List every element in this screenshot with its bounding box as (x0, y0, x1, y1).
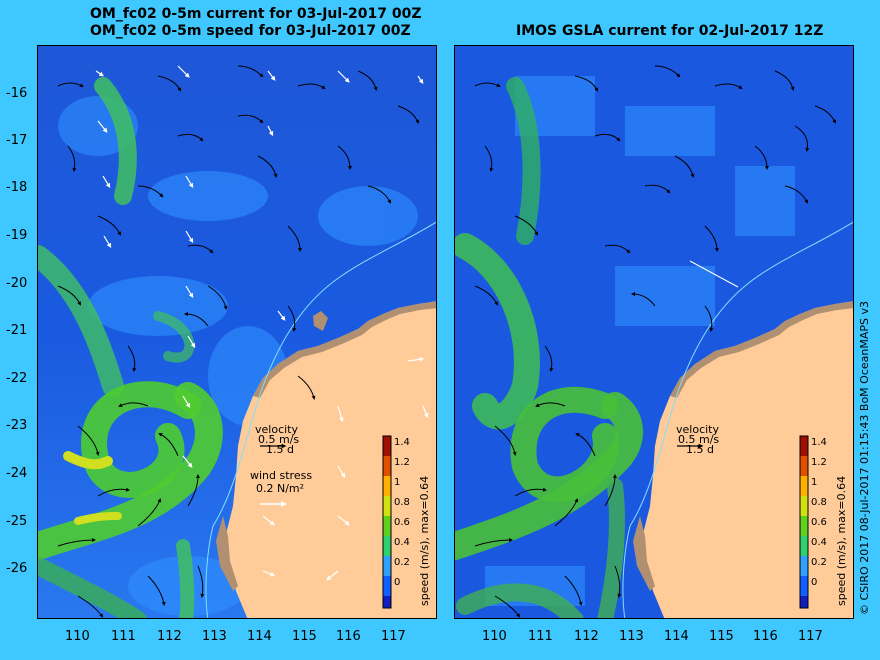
cbar-title-right: speed (m/s), max=0.64 (835, 475, 848, 606)
velocity-legend-label: velocity (255, 423, 298, 436)
cbar-tick-left: 0.2 (394, 557, 410, 568)
cbar-tick-left: 1.2 (394, 457, 410, 468)
speed-colorbar (799, 435, 809, 609)
island-shelf (313, 311, 328, 331)
velocity-streamlines (474, 65, 836, 618)
cbar-tick-right: 1 (811, 477, 818, 488)
lon-tick: 111 (111, 629, 136, 644)
velocity-streamlines (57, 65, 419, 618)
lon-tick: 117 (798, 629, 823, 644)
left-title-speed: OM_fc02 0-5m speed for 03-Jul-2017 00Z (90, 23, 411, 39)
lat-tick: -24 (6, 466, 28, 481)
right-map-panel (454, 45, 854, 619)
cbar-tick-left: 1.4 (394, 437, 410, 448)
lat-tick: -16 (6, 86, 28, 101)
lon-tick: 110 (482, 629, 507, 644)
velocity-legend-time-right: 1.5 d (686, 443, 714, 456)
section-line (689, 260, 739, 288)
lon-tick: 112 (574, 629, 599, 644)
lat-tick: -23 (6, 418, 28, 433)
velocity-legend-scale: 0.5 m/s (258, 433, 300, 446)
lon-tick: 115 (292, 629, 317, 644)
speed-colorbar (382, 435, 392, 609)
cbar-tick-right: 0.2 (811, 557, 827, 568)
velocity-legend-scale-right: 0.5 m/s (678, 433, 720, 446)
lat-tick: -22 (6, 371, 28, 386)
cbar-tick-right: 0.6 (811, 517, 827, 528)
lat-tick: -21 (6, 323, 28, 338)
shark-bay-shelf (633, 516, 655, 591)
lon-tick: 112 (157, 629, 182, 644)
lon-tick: 110 (65, 629, 90, 644)
right-title: IMOS GSLA current for 02-Jul-2017 12Z (516, 23, 824, 39)
lat-tick: -18 (6, 180, 28, 195)
lon-tick: 116 (753, 629, 778, 644)
lon-tick: 114 (664, 629, 689, 644)
wind-stress-arrows (95, 65, 429, 581)
lon-tick: 114 (247, 629, 272, 644)
cbar-title-left: speed (m/s), max=0.64 (418, 475, 431, 606)
lon-tick: 117 (381, 629, 406, 644)
wind-legend-label: wind stress (250, 469, 313, 482)
lon-tick: 113 (202, 629, 227, 644)
cbar-tick-left: 0.4 (394, 537, 410, 548)
right-map-svg (455, 46, 853, 618)
cbar-tick-right: 0 (811, 577, 818, 588)
shelf-contour (622, 221, 853, 618)
speed-bands (38, 77, 223, 618)
left-title-current: OM_fc02 0-5m current for 03-Jul-2017 00Z (90, 6, 422, 22)
speed-bands (455, 77, 643, 618)
wind-legend-scale: 0.2 N/m² (256, 482, 305, 495)
cbar-tick-right: 0.4 (811, 537, 827, 548)
cbar-tick-left: 0.6 (394, 517, 410, 528)
credit-text: © CSIRO 2017 08-Jul-2017 01:15:43 BoM Oc… (858, 301, 871, 615)
velocity-legend-label-right: velocity (676, 423, 719, 436)
lon-tick: 116 (336, 629, 361, 644)
lon-tick: 111 (528, 629, 553, 644)
cbar-tick-right: 1.2 (811, 457, 827, 468)
left-map-svg (38, 46, 436, 618)
lon-tick: 115 (709, 629, 734, 644)
cbar-tick-right: 1.4 (811, 437, 827, 448)
cbar-tick-left: 1 (394, 477, 401, 488)
lon-tick: 113 (619, 629, 644, 644)
lat-tick: -19 (6, 228, 28, 243)
lat-tick: -26 (6, 561, 28, 576)
lat-tick: -20 (6, 276, 28, 291)
cbar-tick-left: 0 (394, 577, 401, 588)
lat-tick: -25 (6, 514, 28, 529)
left-map-panel (37, 45, 437, 619)
cbar-tick-left: 0.8 (394, 497, 410, 508)
cbar-tick-right: 0.8 (811, 497, 827, 508)
lat-tick: -17 (6, 133, 28, 148)
velocity-legend-time: 1.5 d (266, 443, 294, 456)
shark-bay-shelf (216, 516, 238, 591)
shelf-contour (205, 221, 436, 618)
